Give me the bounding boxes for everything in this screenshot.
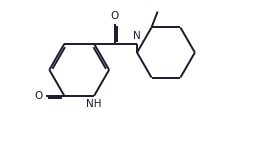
Text: O: O xyxy=(35,91,43,101)
Text: O: O xyxy=(111,11,119,21)
Text: N: N xyxy=(133,31,141,41)
Text: NH: NH xyxy=(86,99,102,109)
